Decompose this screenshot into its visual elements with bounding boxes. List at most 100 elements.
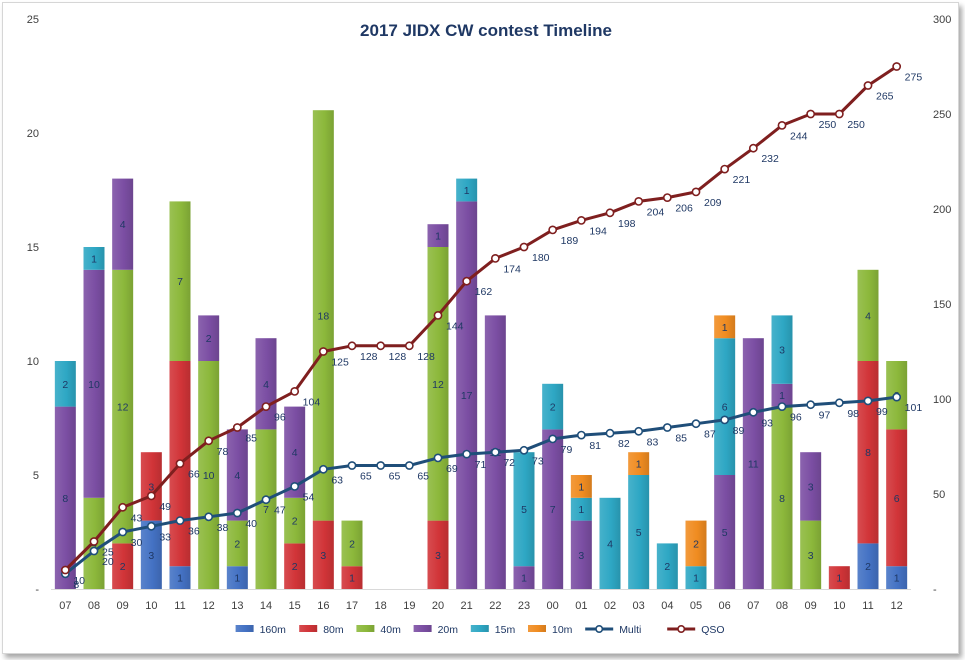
bar-segment-label: 2 (206, 333, 212, 345)
bar-segment-20m (427, 224, 449, 247)
point-Multi (720, 415, 730, 425)
x-tick-label: 21 (461, 600, 473, 612)
data-label-QSO: 128 (389, 351, 407, 363)
bar-segment-160m (169, 566, 191, 589)
bar-segment-15m (54, 361, 76, 407)
legend-swatch-160m (235, 625, 254, 632)
bar-segment-20m (513, 566, 535, 589)
point-QSO (290, 386, 300, 396)
bar-segment-label: 10 (203, 470, 215, 482)
point-QSO (232, 423, 242, 432)
y2-tick-label: 100 (933, 394, 951, 406)
data-label-Multi: 36 (188, 526, 200, 538)
data-label-Multi: 73 (532, 455, 544, 467)
point-Multi (863, 396, 873, 406)
bar-segment-160m (140, 520, 162, 589)
point-QSO (691, 187, 701, 197)
x-tick-label: 09 (117, 600, 129, 612)
bar-segment-label: 1 (177, 573, 183, 585)
point-QSO (662, 193, 672, 202)
bar-segment-40m (771, 406, 793, 589)
y-tick-label: - (35, 584, 39, 596)
bar-segment-label: 4 (607, 538, 613, 550)
bar-segment-label: 4 (120, 219, 126, 231)
point-QSO (118, 502, 128, 512)
point-QSO (748, 143, 758, 153)
x-tick-label: 16 (317, 600, 329, 612)
point-Multi (118, 527, 128, 537)
x-tick-label: 03 (633, 600, 645, 612)
bar-segment-label: 7 (177, 276, 183, 288)
x-tick-label: 04 (661, 600, 673, 612)
bar-segment-label: 2 (292, 516, 298, 528)
point-Multi (576, 430, 586, 440)
data-label-QSO: 244 (790, 130, 808, 142)
bar-segment-label: 7 (550, 504, 556, 516)
point-QSO (863, 81, 873, 90)
bar-segment-label: 3 (578, 550, 584, 562)
point-QSO (376, 341, 386, 351)
point-QSO (834, 109, 844, 119)
bar-segment-20m (771, 383, 793, 407)
y2-tick-label: 50 (933, 489, 945, 501)
bar-segment-20m (284, 406, 306, 498)
bar-segment-label: 8 (865, 447, 871, 459)
data-label-QSO: 162 (475, 286, 493, 298)
bar-segment-20m (54, 406, 76, 589)
data-label-QSO: 209 (704, 197, 722, 209)
data-label-Multi: 69 (446, 463, 458, 475)
bar-segment-label: 1 (779, 390, 785, 402)
data-label-Multi: 65 (360, 471, 372, 483)
bar-segment-label: 2 (550, 402, 556, 414)
y-tick-label: 25 (27, 14, 39, 26)
legend-swatch-80m (299, 625, 318, 632)
bar-segment-label: 1 (349, 573, 355, 585)
bar-segment-label: 1 (521, 573, 527, 585)
bar-segment-15m (570, 497, 592, 521)
bar-segment-20m (456, 201, 478, 589)
point-Multi (318, 464, 328, 474)
data-label-Multi: 87 (704, 429, 716, 441)
data-label-QSO: 275 (905, 72, 923, 84)
bar-segment-80m (284, 543, 306, 589)
bar-segment-20m (83, 269, 105, 498)
point-QSO (777, 121, 787, 130)
point-Multi (290, 481, 300, 491)
data-label-Multi: 38 (217, 522, 229, 534)
bar-segment-20m (742, 338, 764, 589)
data-label-QSO: 43 (131, 512, 143, 524)
x-tick-label: 08 (776, 600, 788, 612)
bar-segment-label: 3 (779, 345, 785, 357)
data-label-Multi: 8 (73, 579, 79, 591)
data-label-Multi: 101 (905, 402, 923, 414)
bar-segment-label: 8 (779, 493, 785, 505)
point-QSO (175, 459, 185, 468)
bar-segment-label: 1 (836, 573, 842, 585)
legend-label-15m: 15m (495, 624, 516, 636)
data-label-QSO: 25 (102, 547, 114, 559)
point-QSO (806, 109, 816, 119)
x-tick-label: 13 (231, 600, 243, 612)
bar-segment-20m (112, 178, 134, 270)
bar-segment-label: 3 (320, 550, 326, 562)
x-tick-label: 23 (518, 600, 530, 612)
point-QSO (347, 341, 357, 351)
bar-segment-80m (312, 520, 334, 589)
point-Multi (662, 423, 672, 432)
bar-segment-label: 1 (234, 573, 240, 585)
x-tick-label: 10 (145, 600, 157, 612)
data-label-Multi: 97 (819, 410, 831, 422)
data-label-QSO: 189 (561, 235, 579, 247)
point-QSO (634, 196, 644, 206)
data-label-Multi: 98 (847, 408, 859, 420)
data-label-QSO: 85 (245, 433, 257, 445)
bar-segment-label: 1 (722, 322, 728, 334)
bar-segment-label: 2 (120, 561, 126, 573)
bar-segment-40m (226, 520, 248, 567)
point-QSO (89, 537, 99, 546)
x-tick-label: 12 (203, 600, 215, 612)
legend-label-160m: 160m (260, 624, 287, 636)
x-tick-label: 09 (805, 600, 817, 612)
x-tick-label: 05 (690, 600, 702, 612)
bar-segment-15m (513, 452, 535, 567)
